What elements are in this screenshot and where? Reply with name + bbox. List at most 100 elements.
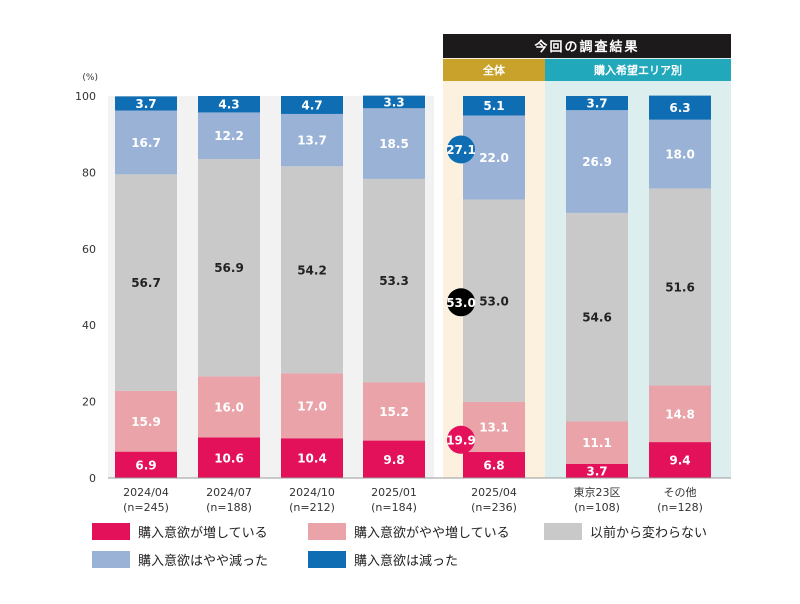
y-tick-label: 20 <box>82 396 96 409</box>
x-tick-label: その他 <box>664 486 697 499</box>
bar-segment <box>198 159 260 377</box>
legend-label-slightly-increased: 購入意欲がやや増している <box>354 526 510 541</box>
data-label: 12.2 <box>214 129 244 143</box>
bar-segment <box>566 110 628 213</box>
bar-segment <box>566 463 628 478</box>
bar-segment <box>115 174 177 391</box>
data-label: 16.0 <box>214 400 244 414</box>
x-tick-n-label: (n=245) <box>123 501 169 514</box>
x-tick-n-label: (n=128) <box>657 501 703 514</box>
bar-segment <box>281 113 343 167</box>
legend-swatch-slightly-decreased <box>92 551 130 568</box>
bar-segment <box>281 373 343 439</box>
survey-title: 今回の調査結果 <box>533 39 639 55</box>
data-label: 15.2 <box>379 405 409 419</box>
x-tick-label: 2025/01 <box>371 486 417 499</box>
bar-segment <box>115 110 177 175</box>
x-tick-label: 2024/10 <box>289 486 335 499</box>
bar-segment <box>281 166 343 374</box>
legend-swatch-increased <box>92 523 130 540</box>
data-label: 18.0 <box>665 148 695 162</box>
callout-circle <box>447 288 475 317</box>
data-label: 14.8 <box>665 407 695 421</box>
bar-segment <box>198 96 260 113</box>
data-label: 4.3 <box>218 98 239 112</box>
bar-segment <box>363 178 425 383</box>
x-tick-n-label: (n=108) <box>574 501 620 514</box>
data-label: 54.2 <box>297 263 327 277</box>
data-label: 3.7 <box>586 464 607 478</box>
legend-item-unchanged: 以前から変わらない <box>544 522 707 541</box>
x-tick-n-label: (n=212) <box>289 501 335 514</box>
bar-segment <box>115 390 177 452</box>
data-label: 53.3 <box>379 274 409 288</box>
data-label: 53.0 <box>479 294 509 308</box>
bar-segment <box>463 452 525 478</box>
bar-segment <box>198 112 260 160</box>
x-tick-n-label: (n=236) <box>471 501 517 514</box>
bar-segment <box>463 96 525 116</box>
bar-segment <box>363 95 425 109</box>
x-tick-n-label: (n=184) <box>371 501 417 514</box>
callout-circle <box>447 425 475 454</box>
data-label: 6.8 <box>483 459 504 473</box>
data-label: 16.7 <box>131 136 161 150</box>
survey-title-band <box>443 34 731 58</box>
data-label: 10.6 <box>214 451 244 465</box>
legend-swatch-unchanged <box>544 523 582 540</box>
data-label: 5.1 <box>483 99 504 113</box>
legend-swatch-slightly-increased <box>308 523 346 540</box>
bar-segment <box>649 442 711 478</box>
y-tick-label: 60 <box>82 243 96 256</box>
bar-segment <box>198 376 260 438</box>
data-label: 10.4 <box>297 452 327 466</box>
data-label: 3.7 <box>586 97 607 111</box>
legend-label-slightly-decreased: 購入意欲はやや減った <box>138 554 269 569</box>
data-label: 13.1 <box>479 421 509 435</box>
data-label: 13.7 <box>297 134 327 148</box>
legend-label-unchanged: 以前から変わらない <box>590 526 708 541</box>
area-header-band <box>545 59 731 81</box>
data-label: 9.8 <box>383 453 404 467</box>
bar-segment <box>566 421 628 464</box>
x-tick-label: 2024/07 <box>206 486 252 499</box>
bar-segment <box>566 212 628 422</box>
data-label: 26.9 <box>582 155 612 169</box>
bar-segment <box>566 96 628 111</box>
bar-segment <box>115 96 177 111</box>
legend-item-decreased: 購入意欲は減った <box>308 550 458 569</box>
x-tick-label: 東京23区 <box>574 485 621 499</box>
y-tick-label: 40 <box>82 319 96 332</box>
overall-header-band <box>443 59 545 81</box>
bar-segment <box>649 95 711 120</box>
x-tick-n-label: (n=188) <box>206 501 252 514</box>
data-label: 15.9 <box>131 415 161 429</box>
callout-label: 27.1 <box>446 143 476 157</box>
x-tick-label: 2025/04 <box>471 486 517 499</box>
legend-label-increased: 購入意欲が増している <box>138 526 268 541</box>
bar-segment <box>649 119 711 189</box>
data-label: 51.6 <box>665 281 695 295</box>
data-label: 4.7 <box>301 98 322 112</box>
data-label: 17.0 <box>297 399 327 413</box>
data-label: 6.9 <box>135 458 156 472</box>
y-tick-label: 0 <box>89 472 96 485</box>
bar-segment <box>198 437 260 478</box>
callout-label: 53.0 <box>446 296 476 310</box>
bar-segment <box>281 438 343 478</box>
callout-circle <box>447 135 475 164</box>
bar-segment <box>115 451 177 478</box>
legend-swatch-decreased <box>308 551 346 568</box>
bar-segment <box>649 188 711 386</box>
legend-item-slightly-decreased: 購入意欲はやや減った <box>92 550 268 569</box>
legend-item-slightly-increased: 購入意欲がやや増している <box>308 522 510 541</box>
bar-segment <box>363 382 425 441</box>
data-label: 11.1 <box>582 436 612 450</box>
area-header-label: 購入希望エリア別 <box>593 63 682 77</box>
data-label: 22.0 <box>479 151 509 165</box>
x-tick-label: 2024/04 <box>123 486 169 499</box>
bar-segment <box>363 440 425 478</box>
bar-segment <box>281 96 343 114</box>
legend-label-decreased: 購入意欲は減った <box>354 554 459 569</box>
